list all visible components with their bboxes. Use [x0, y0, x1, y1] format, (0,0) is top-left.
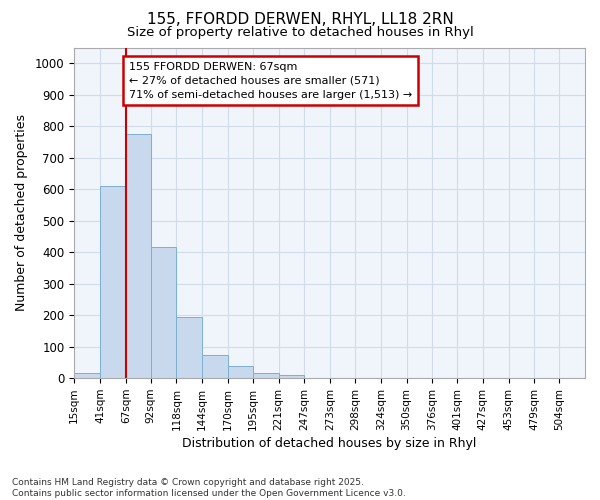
Text: Contains HM Land Registry data © Crown copyright and database right 2025.
Contai: Contains HM Land Registry data © Crown c… [12, 478, 406, 498]
Text: Size of property relative to detached houses in Rhyl: Size of property relative to detached ho… [127, 26, 473, 39]
Bar [253, 374, 278, 378]
Bar [126, 134, 151, 378]
Text: 155 FFORDD DERWEN: 67sqm
← 27% of detached houses are smaller (571)
71% of semi-: 155 FFORDD DERWEN: 67sqm ← 27% of detach… [129, 62, 412, 100]
Bar [228, 366, 253, 378]
Text: 155, FFORDD DERWEN, RHYL, LL18 2RN: 155, FFORDD DERWEN, RHYL, LL18 2RN [146, 12, 454, 28]
Y-axis label: Number of detached properties: Number of detached properties [15, 114, 28, 312]
Bar [74, 374, 100, 378]
Bar [176, 317, 202, 378]
Bar [202, 354, 228, 378]
Bar [278, 375, 304, 378]
Bar [100, 186, 126, 378]
Bar [151, 248, 176, 378]
X-axis label: Distribution of detached houses by size in Rhyl: Distribution of detached houses by size … [182, 437, 477, 450]
